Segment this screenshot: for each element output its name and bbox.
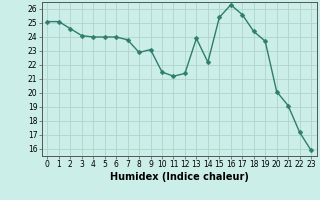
X-axis label: Humidex (Indice chaleur): Humidex (Indice chaleur) [110, 172, 249, 182]
